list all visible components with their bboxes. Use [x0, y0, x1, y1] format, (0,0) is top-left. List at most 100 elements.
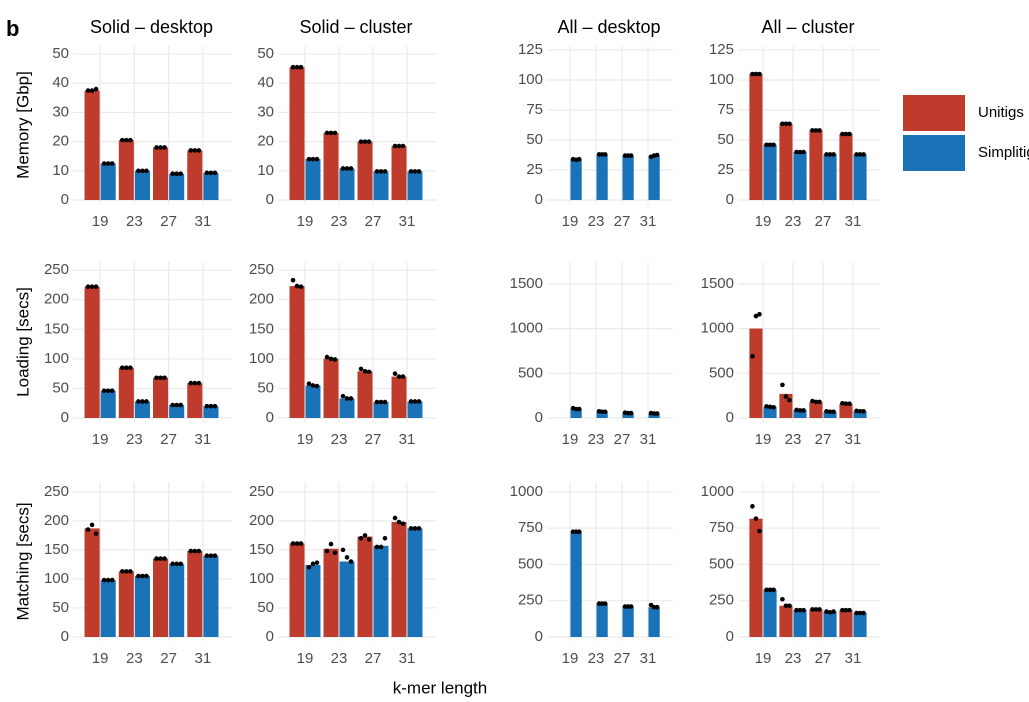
replicate-dot	[396, 374, 402, 379]
replicate-dot	[344, 166, 350, 171]
y-tick-label: 0	[61, 191, 69, 208]
replicate-dot	[416, 399, 422, 404]
x-tick-label: 23	[785, 650, 802, 667]
legend-label: Unitigs	[978, 104, 1024, 121]
replicate-dot	[797, 149, 803, 155]
replicate-dot	[813, 399, 819, 405]
x-tick-label: 27	[815, 431, 832, 448]
bar	[391, 522, 407, 637]
y-tick-label: 250	[709, 592, 734, 609]
replicate-dot	[817, 128, 822, 133]
panel-title: Solid – desktop	[90, 17, 213, 37]
replicate-dot	[196, 548, 202, 554]
replicate-dot	[831, 152, 836, 157]
replicate-dot	[109, 161, 115, 166]
replicate-dot	[212, 553, 218, 558]
bar	[134, 576, 150, 637]
x-tick-label: 19	[297, 650, 314, 667]
replicate-dot	[158, 556, 163, 561]
replicate-dot	[810, 398, 815, 404]
bar	[373, 402, 389, 418]
replicate-dot	[840, 607, 845, 613]
replicate-dot	[136, 399, 141, 404]
y-axis-label: Memory [Gbp]	[13, 71, 32, 179]
x-tick-label: 27	[614, 431, 631, 448]
replicate-dot	[109, 577, 115, 583]
replicate-dot	[382, 169, 388, 174]
x-tick-label: 19	[562, 650, 579, 667]
replicate-dot	[348, 559, 354, 564]
replicate-dot	[861, 610, 866, 616]
replicate-dot	[831, 409, 836, 415]
bar	[763, 589, 777, 637]
replicate-dot	[124, 569, 129, 574]
replicate-dot	[416, 169, 422, 174]
y-tick-label: 150	[249, 320, 274, 337]
bar	[305, 385, 321, 418]
replicate-dot	[332, 550, 338, 556]
replicate-dot	[794, 149, 799, 155]
replicate-dot	[787, 397, 792, 403]
replicate-dot	[298, 64, 304, 70]
y-tick-label: 20	[257, 133, 274, 150]
replicate-dot	[824, 408, 829, 414]
y-tick-label: 75	[717, 101, 734, 118]
y-tick-label: 500	[709, 364, 734, 381]
replicate-dot	[654, 152, 660, 158]
legend-label: Simplitigs	[978, 144, 1029, 161]
bar	[134, 401, 150, 418]
bar	[100, 390, 116, 418]
replicate-dot	[188, 380, 194, 386]
replicate-dot	[810, 128, 815, 133]
replicate-dot	[332, 130, 338, 136]
replicate-dot	[396, 143, 402, 149]
y-tick-label: 1000	[510, 320, 543, 337]
y-tick-label: 40	[257, 74, 274, 91]
y-tick-label: 25	[526, 161, 543, 178]
bar	[809, 130, 823, 200]
bar	[823, 611, 837, 637]
replicate-dot	[392, 371, 398, 376]
bar	[793, 410, 807, 418]
replicate-dot	[170, 402, 175, 408]
replicate-dot	[188, 548, 194, 554]
bar	[853, 154, 867, 200]
replicate-dot	[144, 168, 149, 174]
bar	[118, 367, 134, 418]
y-tick-label: 0	[266, 191, 274, 208]
bar	[323, 548, 339, 637]
replicate-dot	[362, 368, 368, 374]
panel-title: All – cluster	[761, 17, 854, 37]
y-tick-label: 250	[249, 261, 274, 278]
bar	[203, 172, 219, 200]
x-tick-label: 23	[126, 431, 143, 448]
bar	[823, 154, 837, 200]
replicate-dot	[576, 529, 582, 535]
bar	[622, 155, 634, 200]
replicate-dot	[124, 137, 129, 143]
replicate-dot	[753, 313, 759, 319]
replicate-dot	[827, 152, 833, 157]
x-tick-label: 31	[845, 431, 862, 448]
bar	[373, 171, 389, 200]
x-tick-label: 27	[365, 431, 382, 448]
bar	[289, 543, 305, 637]
replicate-dot	[128, 365, 133, 371]
replicate-dot	[298, 541, 304, 546]
y-tick-label: 1500	[701, 275, 734, 292]
replicate-dot	[294, 541, 300, 546]
x-tick-label: 27	[365, 213, 382, 230]
y-tick-label: 250	[518, 592, 543, 609]
replicate-dot	[400, 374, 406, 379]
replicate-dot	[392, 515, 398, 521]
replicate-dot	[328, 356, 334, 362]
replicate-dot	[358, 139, 364, 144]
replicate-dot	[162, 375, 167, 381]
replicate-dot	[109, 388, 115, 394]
x-tick-label: 27	[160, 213, 177, 230]
bar	[100, 163, 116, 200]
replicate-dot	[827, 409, 833, 415]
legend-swatch	[903, 95, 965, 131]
y-tick-label: 10	[52, 162, 69, 179]
replicate-dot	[374, 544, 380, 550]
